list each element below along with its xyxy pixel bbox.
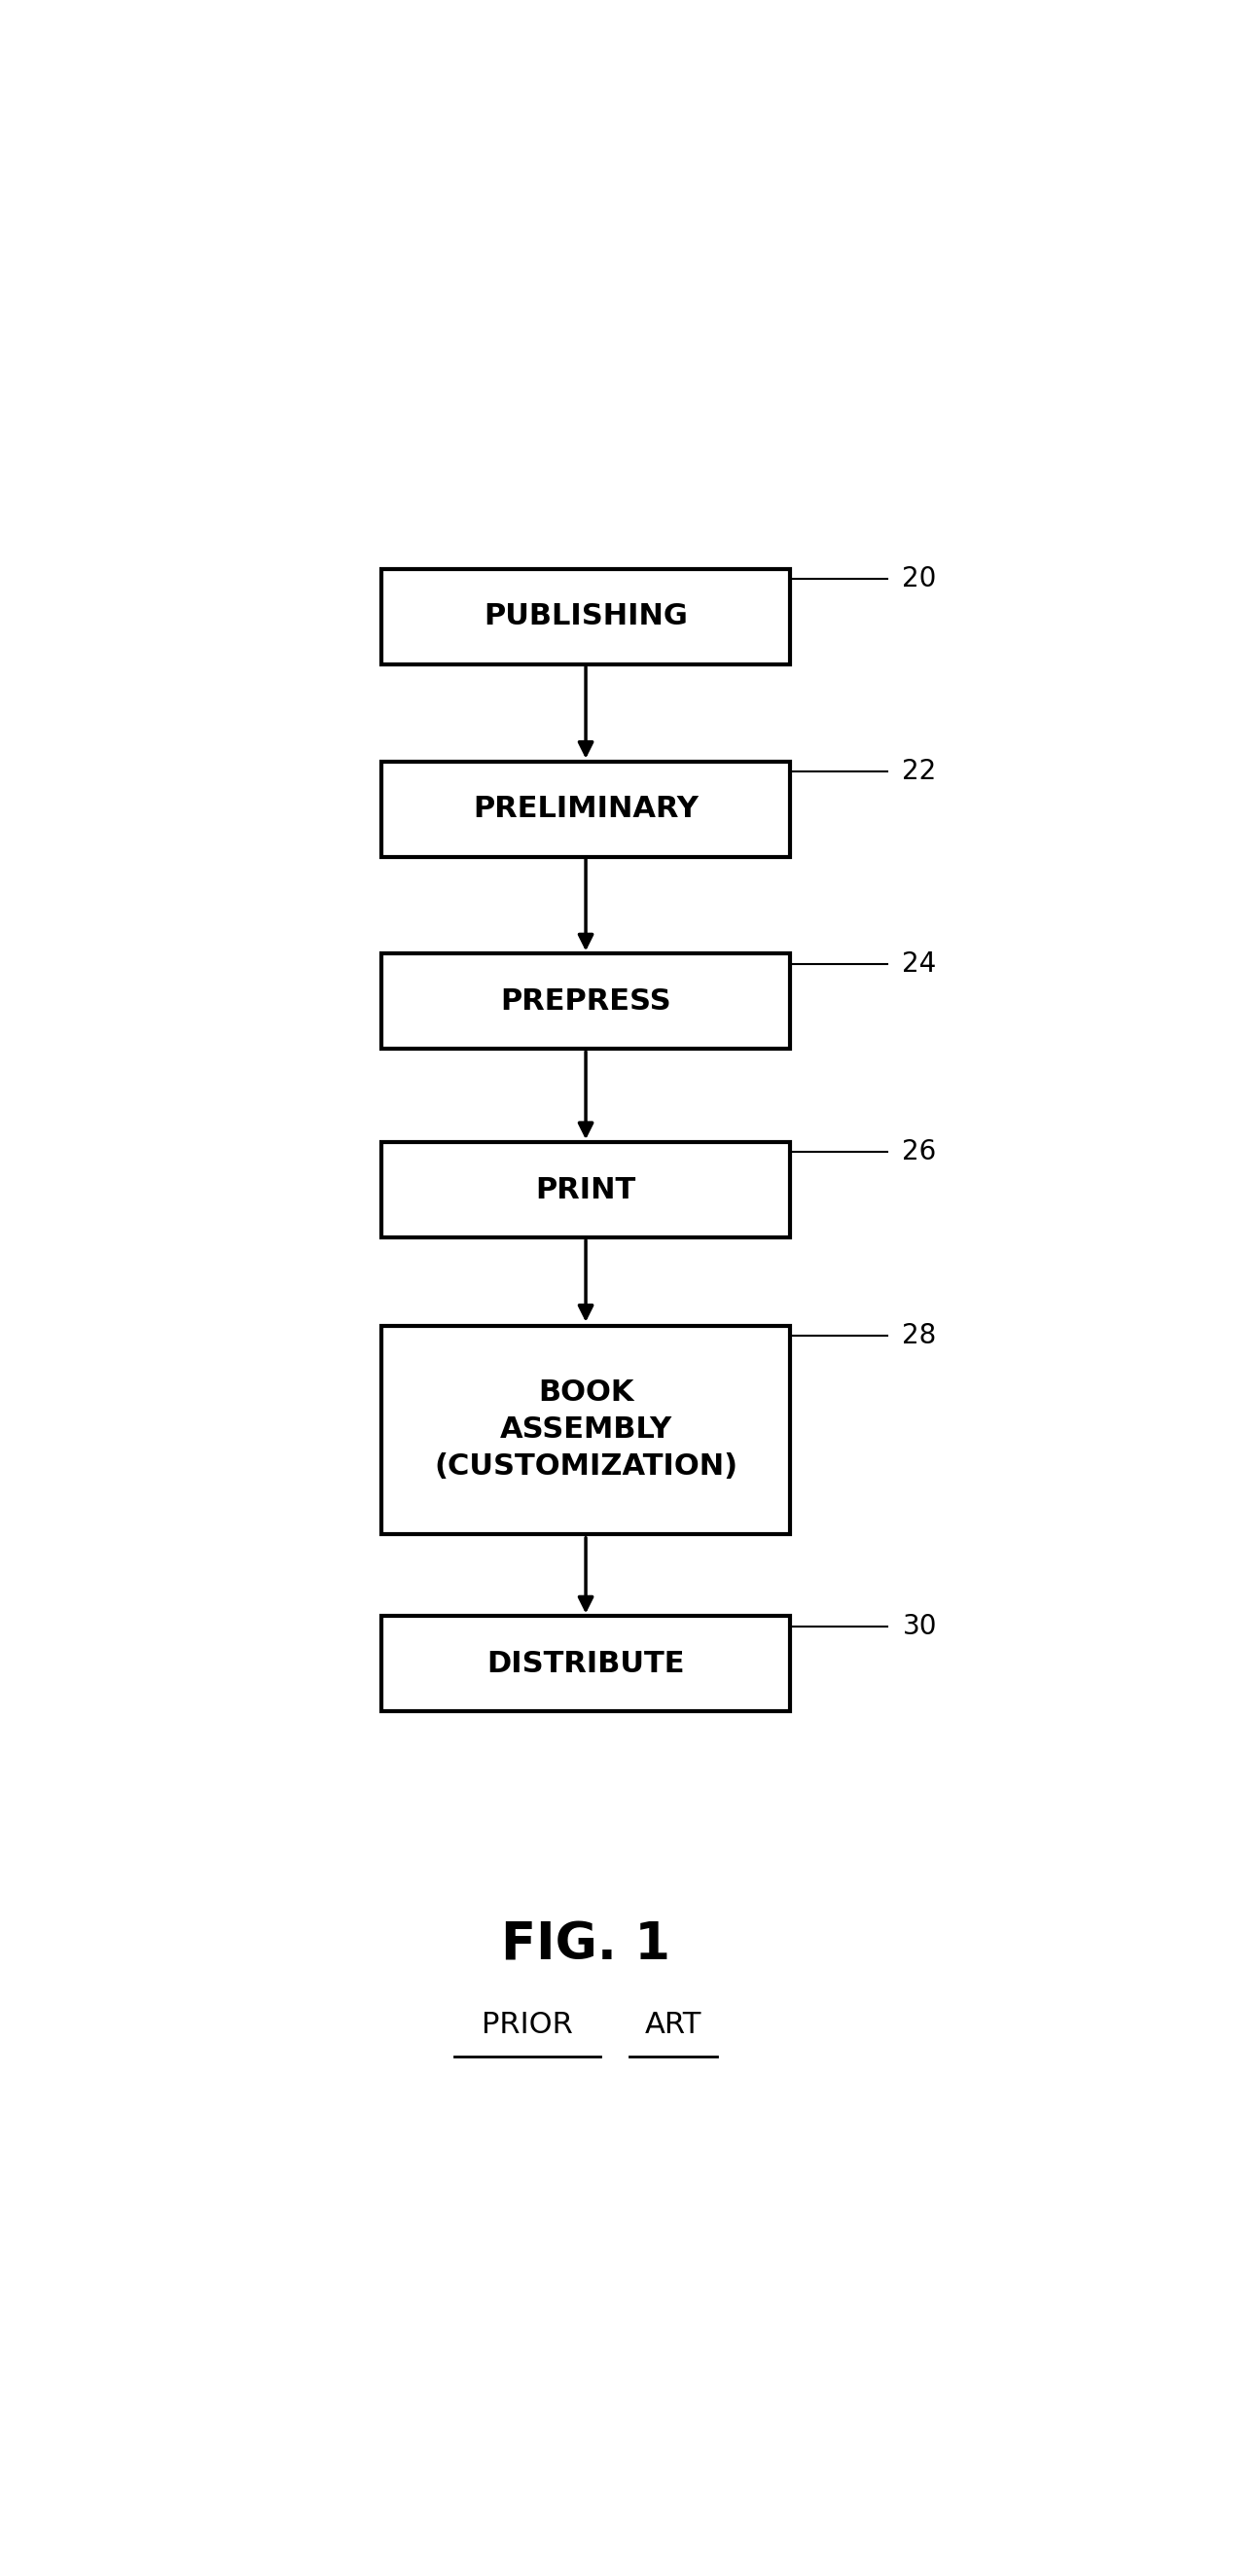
- Text: 20: 20: [903, 564, 936, 592]
- Text: PRIOR: PRIOR: [481, 2012, 573, 2040]
- Text: BOOK
ASSEMBLY
(CUSTOMIZATION): BOOK ASSEMBLY (CUSTOMIZATION): [434, 1378, 738, 1481]
- Text: DISTRIBUTE: DISTRIBUTE: [486, 1649, 685, 1677]
- Text: 30: 30: [903, 1613, 936, 1641]
- Text: 22: 22: [903, 757, 936, 786]
- Text: PREPRESS: PREPRESS: [500, 987, 671, 1015]
- Bar: [381, 1615, 791, 1710]
- Bar: [381, 1141, 791, 1236]
- Bar: [381, 1327, 791, 1533]
- Bar: [381, 762, 791, 858]
- Text: ART: ART: [645, 2012, 701, 2040]
- Bar: [381, 953, 791, 1048]
- Text: 26: 26: [903, 1139, 936, 1167]
- Text: 28: 28: [903, 1321, 936, 1350]
- Text: PRELIMINARY: PRELIMINARY: [473, 796, 699, 824]
- Bar: [381, 569, 791, 665]
- Text: 24: 24: [903, 951, 936, 976]
- Text: PUBLISHING: PUBLISHING: [484, 603, 688, 631]
- Text: FIG. 1: FIG. 1: [502, 1919, 670, 1971]
- Text: PRINT: PRINT: [535, 1175, 636, 1203]
